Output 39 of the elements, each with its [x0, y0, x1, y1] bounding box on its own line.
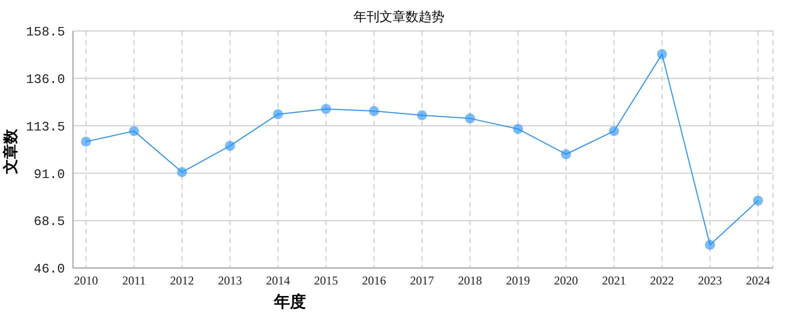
point [465, 113, 475, 124]
x-tick-label: 2014 [266, 274, 290, 288]
x-tick-label: 2012 [170, 274, 194, 288]
point [273, 109, 283, 120]
y-tick-label: 158.5 [26, 24, 65, 40]
point [177, 167, 187, 178]
x-tick-label: 2019 [506, 274, 530, 288]
x-tick-label: 2018 [458, 274, 482, 288]
y-tick-label: 136.0 [26, 72, 65, 88]
y-tick-label: 113.5 [26, 119, 65, 134]
point [321, 104, 331, 114]
chart-title: 年刊文章数趋势 [352, 8, 446, 26]
y-tick-label: 46.0 [34, 262, 65, 277]
x-tick-label: 2016 [362, 274, 386, 288]
point [513, 124, 523, 134]
x-tick-label: 2021 [602, 274, 626, 288]
x-tick-label: 2017 [410, 274, 434, 288]
y-tick-label: 91.0 [34, 166, 65, 182]
point [369, 106, 379, 116]
x-axis-title: 年度 [274, 292, 306, 313]
point [225, 140, 235, 151]
x-tick-label: 2023 [698, 274, 722, 288]
point [657, 49, 667, 60]
point [417, 110, 427, 120]
x-tick-label: 2013 [218, 274, 242, 288]
point [561, 149, 571, 160]
x-tick-label: 2022 [650, 274, 674, 288]
point [129, 126, 139, 136]
point [609, 126, 619, 136]
x-tick-label: 2011 [122, 274, 146, 288]
point [705, 240, 715, 250]
y-tick-label: 68.5 [34, 214, 65, 230]
x-tick-label: 2024 [746, 274, 770, 288]
x-tick-label: 2015 [314, 274, 338, 288]
point [753, 196, 763, 206]
point [81, 136, 91, 147]
x-tick-label: 2010 [74, 274, 98, 288]
x-tick-label: 2020 [554, 274, 578, 288]
y-axis-title: 文章数 [2, 128, 20, 176]
